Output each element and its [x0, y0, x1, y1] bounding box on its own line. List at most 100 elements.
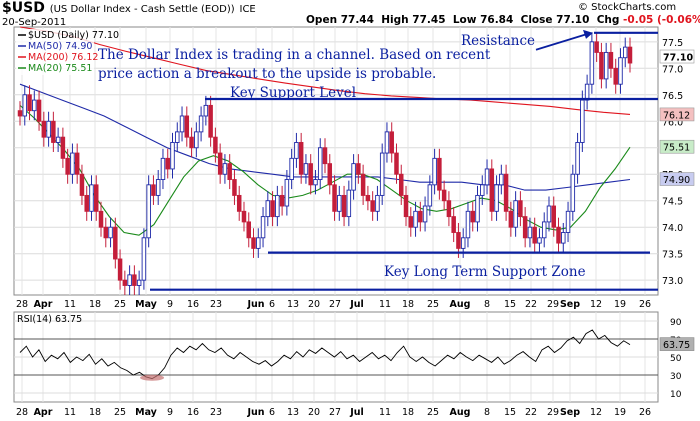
rsi-tick-label: 90: [670, 318, 682, 328]
candle-body: [194, 131, 199, 149]
exchange-label: ICE: [239, 4, 256, 15]
long-term-support-label: Key Long Term Support Zone: [384, 264, 586, 280]
rsi-series-line: [19, 329, 631, 380]
x-axis-label: Aug: [450, 299, 471, 310]
candle-body: [79, 173, 85, 196]
candle-body: [322, 147, 328, 165]
candle-body: [317, 147, 323, 180]
candle-body: [546, 205, 552, 223]
candle-body: [575, 142, 580, 175]
candle-body: [108, 226, 113, 239]
price-tick-label: 76.5: [662, 91, 683, 102]
rsi-x-axis-label: 8: [484, 407, 490, 418]
candle-body: [208, 104, 213, 138]
candle-body: [175, 131, 180, 143]
candle-body: [241, 210, 247, 223]
candle-body: [480, 184, 485, 196]
close-value: 77.10: [556, 14, 590, 26]
candle-body: [627, 46, 633, 64]
candle-body: [155, 179, 161, 196]
candle-body: [499, 173, 504, 186]
candle-body: [117, 258, 123, 281]
rsi-x-axis-label: May: [135, 407, 158, 418]
rsi-x-axis-label: Sep: [560, 407, 580, 418]
x-axis-label: 16: [187, 299, 199, 310]
x-axis-label: 15: [504, 299, 516, 310]
x-axis-label: 11: [379, 299, 391, 310]
candle-body: [298, 142, 304, 175]
candle-body: [341, 194, 347, 218]
ma-line-ma200: [19, 26, 631, 115]
rsi-x-axis-label: 9: [167, 407, 173, 418]
close-label: Close: [520, 14, 553, 26]
candle-body: [22, 94, 28, 117]
candle-body: [603, 51, 609, 80]
candle-body: [418, 210, 423, 223]
rsi-x-axis-label: 15: [504, 407, 516, 418]
candle-body: [113, 226, 118, 260]
x-axis-label: 12: [590, 299, 602, 310]
candle-body: [227, 163, 232, 180]
candle-body: [537, 237, 542, 244]
candle-body: [580, 99, 585, 143]
legend-entry: MA(200) 76.12: [28, 52, 98, 63]
candle-body: [74, 152, 80, 175]
candle-body: [132, 274, 137, 286]
rsi-x-axis-label: 13: [287, 407, 299, 418]
rsi-x-axis-label: 18: [89, 407, 101, 418]
candle-body: [489, 168, 495, 212]
candle-body: [565, 210, 571, 233]
candle-body: [408, 216, 414, 228]
candle-body: [303, 163, 309, 175]
rsi-x-axis-label: Jul: [349, 407, 364, 418]
resistance-label: Resistance: [461, 33, 535, 49]
ma-line-ma20: [19, 104, 631, 236]
price-tick-label: 74.5: [662, 197, 683, 208]
x-axis-label: 8: [484, 299, 490, 310]
price-badge-bg: [659, 139, 695, 154]
high-label: High: [381, 14, 409, 26]
moving-average-lines: [19, 26, 631, 236]
rsi-x-axis-label: 12: [590, 407, 602, 418]
candle-body: [170, 142, 175, 170]
candle-body: [141, 237, 147, 281]
candle-body: [217, 152, 223, 175]
legend-entry: MA(50) 74.90: [28, 41, 92, 52]
x-axis-label: 22: [525, 299, 537, 310]
candle-body: [289, 157, 294, 180]
legend-entry: $USD (Daily) 77.10: [28, 30, 119, 41]
candle-body: [584, 83, 590, 101]
x-axis-label: Jun: [246, 299, 264, 310]
candle-body: [17, 110, 23, 117]
candle-body: [332, 184, 337, 212]
rsi-x-axis-label: 26: [639, 407, 651, 418]
x-axis-label: 23: [210, 299, 222, 310]
price-tick-label: 77.0: [662, 64, 683, 75]
candle-body: [427, 184, 433, 207]
rsi-tick-label: 10: [670, 390, 682, 400]
price-badge-ma20: 75.51: [663, 143, 690, 154]
rsi-x-axis-label: 6: [269, 407, 275, 418]
candle-body: [260, 216, 266, 239]
rsi-badge: 63.75: [663, 340, 690, 351]
candle-body: [308, 163, 313, 186]
rsi-x-axis-label: 18: [402, 407, 414, 418]
open-value: 77.44: [340, 14, 374, 26]
brand-watermark: © StockCharts.com: [578, 2, 677, 13]
candle-body: [360, 173, 366, 196]
candle-body: [127, 274, 132, 286]
candle-body: [70, 152, 75, 175]
candle-body: [165, 157, 170, 170]
x-axis-label: 19: [614, 299, 626, 310]
price-grid: [14, 27, 658, 402]
candle-body: [65, 157, 70, 175]
candle-body: [122, 279, 128, 286]
candle-body: [437, 157, 442, 191]
candle-body: [494, 184, 499, 212]
candle-body: [98, 210, 104, 228]
high-value: 77.45: [412, 14, 446, 26]
candle-body: [136, 279, 142, 286]
candle-body: [441, 189, 447, 202]
